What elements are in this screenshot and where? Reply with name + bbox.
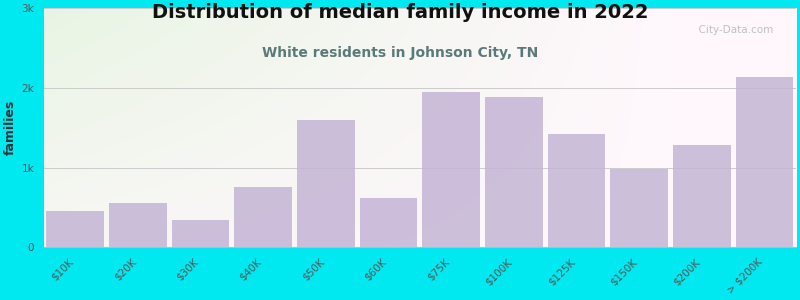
Y-axis label: families: families: [4, 100, 17, 155]
Bar: [610, 169, 668, 247]
Text: White residents in Johnson City, TN: White residents in Johnson City, TN: [262, 46, 538, 61]
Bar: [673, 145, 730, 247]
Bar: [46, 212, 104, 247]
Text: Distribution of median family income in 2022: Distribution of median family income in …: [152, 3, 648, 22]
Bar: [548, 134, 606, 247]
Bar: [422, 92, 480, 247]
Bar: [109, 202, 166, 247]
Bar: [485, 98, 542, 247]
Text: City-Data.com: City-Data.com: [692, 25, 774, 35]
Bar: [360, 198, 418, 247]
Bar: [234, 188, 292, 247]
Bar: [172, 220, 230, 247]
Bar: [736, 77, 794, 247]
Bar: [297, 120, 354, 247]
